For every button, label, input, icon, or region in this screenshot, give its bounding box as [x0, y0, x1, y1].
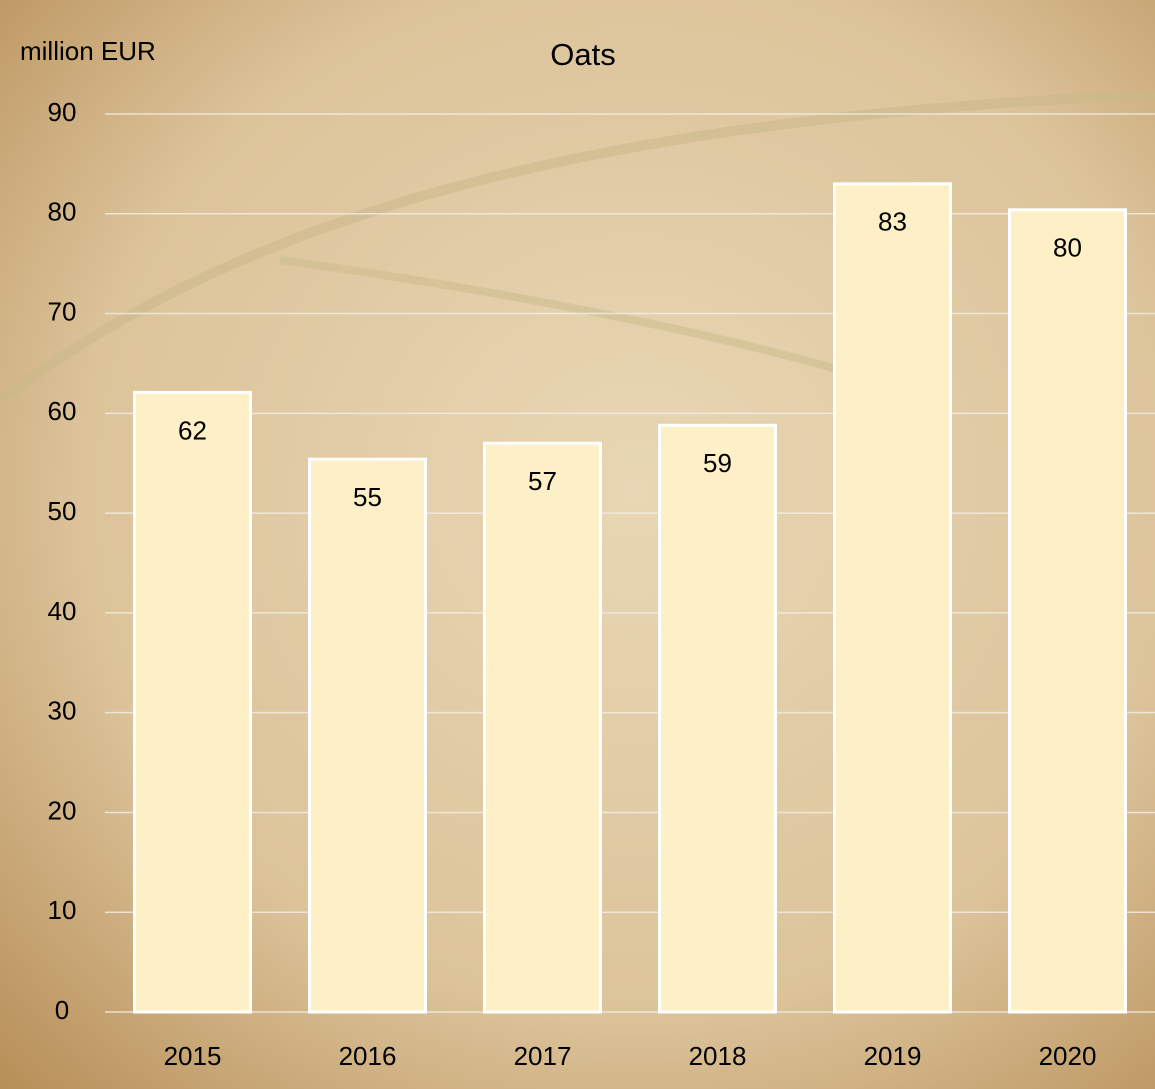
bar [483, 441, 602, 1014]
y-tick-label: 80 [48, 197, 77, 227]
data-label: 55 [353, 482, 382, 512]
y-tick-label: 20 [48, 795, 77, 825]
data-label: 62 [178, 415, 207, 445]
y-tick-label: 50 [48, 496, 77, 526]
y-tick-label: 90 [48, 97, 77, 127]
x-tick-label: 2019 [864, 1041, 922, 1071]
x-tick-label: 2015 [164, 1041, 222, 1071]
y-tick-label: 30 [48, 696, 77, 726]
data-label: 59 [703, 448, 732, 478]
y-tick-label: 40 [48, 596, 77, 626]
data-label: 80 [1053, 233, 1082, 263]
bar [658, 423, 777, 1014]
bar [1008, 208, 1127, 1014]
chart-title: Oats [550, 37, 615, 72]
x-tick-label: 2020 [1039, 1041, 1097, 1071]
bar [308, 457, 427, 1014]
data-label: 83 [878, 207, 907, 237]
y-tick-label: 0 [55, 995, 69, 1025]
bar [133, 390, 252, 1014]
y-axis-label: million EUR [20, 36, 156, 66]
decoration [0, 90, 1155, 405]
x-tick-label: 2016 [339, 1041, 397, 1071]
y-tick-label: 10 [48, 895, 77, 925]
bar [833, 182, 952, 1014]
data-label: 57 [528, 466, 557, 496]
x-tick-label: 2018 [689, 1041, 747, 1071]
decoration [279, 256, 842, 374]
y-tick-label: 70 [48, 296, 77, 326]
x-tick-label: 2017 [514, 1041, 572, 1071]
y-tick-label: 60 [48, 396, 77, 426]
